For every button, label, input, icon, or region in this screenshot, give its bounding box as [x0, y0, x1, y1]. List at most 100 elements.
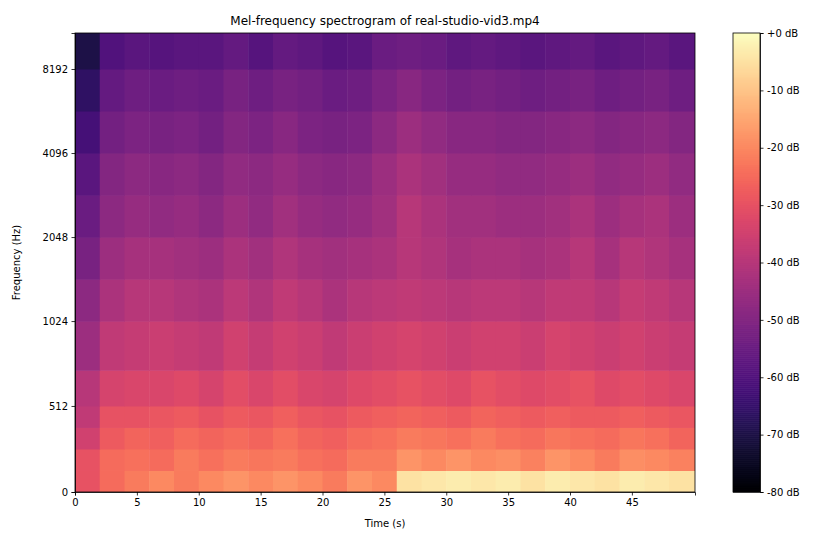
cell — [347, 153, 372, 196]
cell — [174, 370, 199, 406]
cell — [446, 111, 471, 154]
cell — [397, 33, 422, 70]
cell — [545, 406, 570, 428]
tick: 25 — [379, 492, 392, 508]
cell — [174, 279, 199, 321]
cell — [595, 406, 620, 428]
cell — [570, 195, 595, 237]
cell — [644, 195, 669, 237]
cells — [75, 33, 695, 492]
cell — [149, 279, 174, 321]
cell — [224, 153, 249, 196]
cell — [224, 237, 249, 280]
tick: 10 — [193, 492, 206, 508]
tick-mark — [760, 377, 764, 378]
cell — [125, 153, 150, 196]
cell — [100, 279, 125, 321]
tick: +0 dB — [760, 28, 798, 39]
cell — [372, 406, 397, 428]
tick: 4096 — [43, 148, 75, 159]
cell — [644, 279, 669, 321]
cell — [496, 33, 521, 70]
colorbar-axis: +0 dB-10 dB-20 dB-30 dB-40 dB-50 dB-60 d… — [760, 28, 800, 498]
cell — [100, 153, 125, 196]
tick-mark — [72, 321, 76, 322]
cell — [471, 111, 496, 154]
cell — [496, 470, 521, 492]
cell — [620, 427, 645, 449]
cell — [75, 321, 100, 371]
cell — [422, 470, 447, 492]
cell — [199, 237, 224, 280]
cell — [347, 111, 372, 154]
tick: 40 — [564, 492, 577, 508]
tick-mark — [760, 205, 764, 206]
cell — [372, 33, 397, 70]
axis-line — [76, 493, 696, 496]
cell — [248, 279, 273, 321]
cell — [496, 69, 521, 112]
tick-label: 5 — [134, 497, 140, 508]
cell — [323, 449, 348, 471]
chart: 05101520253035404505121024204840968192Me… — [0, 0, 821, 547]
cell — [248, 69, 273, 112]
cell — [545, 370, 570, 406]
tick-label: -80 dB — [767, 487, 800, 498]
cell — [595, 449, 620, 471]
cell — [224, 449, 249, 471]
tick-mark — [760, 435, 764, 436]
cell — [397, 153, 422, 196]
cell — [372, 195, 397, 237]
cell — [273, 69, 298, 112]
cell — [125, 370, 150, 406]
cell — [422, 33, 447, 70]
cell — [174, 449, 199, 471]
cell — [149, 153, 174, 196]
cell — [298, 195, 323, 237]
tick-label: 512 — [49, 401, 68, 412]
cell — [298, 427, 323, 449]
cell — [372, 470, 397, 492]
cell — [174, 427, 199, 449]
cell — [298, 321, 323, 371]
cell — [397, 370, 422, 406]
cell — [545, 33, 570, 70]
cell — [446, 279, 471, 321]
cell — [620, 406, 645, 428]
tick-mark — [508, 492, 509, 496]
cell — [298, 111, 323, 154]
cell — [521, 237, 546, 280]
cell — [174, 237, 199, 280]
cell — [446, 153, 471, 196]
cell — [199, 427, 224, 449]
cell — [620, 321, 645, 371]
cell — [273, 153, 298, 196]
tick: 512 — [49, 401, 75, 412]
cell — [471, 69, 496, 112]
cell — [446, 427, 471, 449]
tick-mark — [72, 406, 76, 407]
cell — [323, 321, 348, 371]
cell — [644, 321, 669, 371]
cell — [471, 321, 496, 371]
axis-line — [72, 34, 76, 493]
cell — [149, 427, 174, 449]
tick-mark — [72, 237, 76, 238]
cell — [298, 370, 323, 406]
cell — [125, 279, 150, 321]
cell — [273, 321, 298, 371]
cell — [347, 237, 372, 280]
cell — [570, 279, 595, 321]
cell — [273, 111, 298, 154]
cell — [446, 370, 471, 406]
tick-label: -10 dB — [767, 85, 800, 96]
cell — [422, 111, 447, 154]
cell — [644, 237, 669, 280]
cell — [521, 153, 546, 196]
cell — [100, 237, 125, 280]
cell — [669, 195, 695, 237]
cell — [174, 470, 199, 492]
cell — [595, 470, 620, 492]
cell — [545, 427, 570, 449]
cell — [199, 69, 224, 112]
